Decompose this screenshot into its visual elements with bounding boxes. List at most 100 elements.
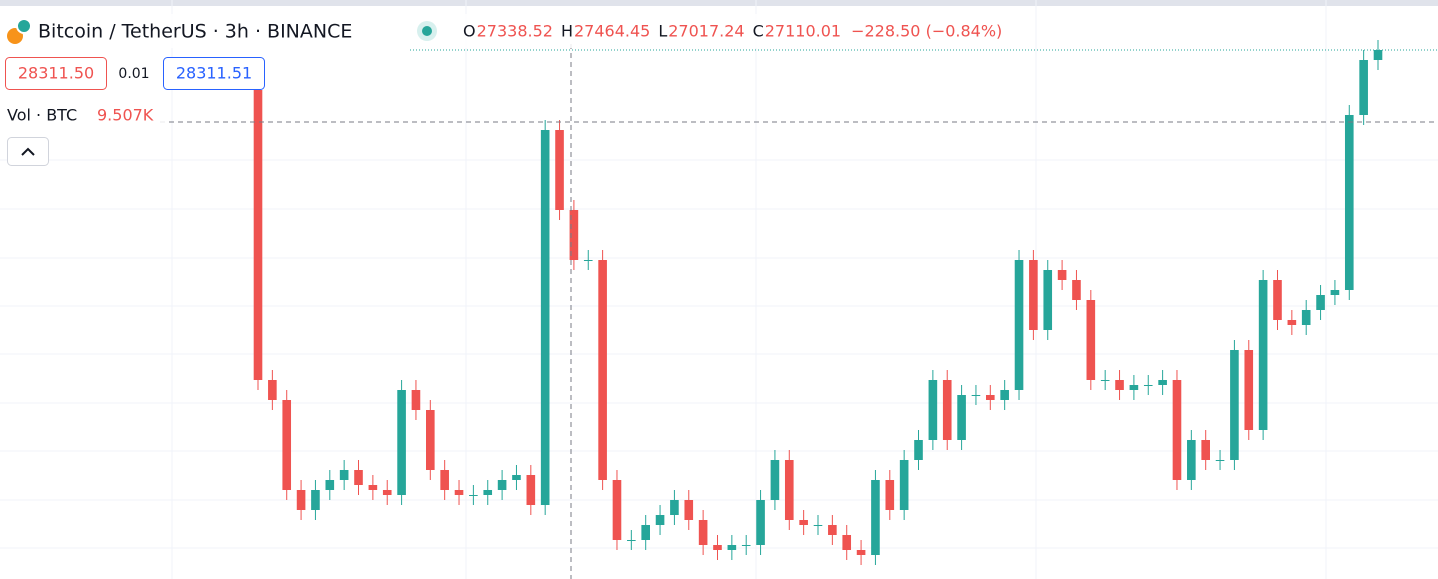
candle-body <box>670 500 679 515</box>
candle-body <box>1316 295 1325 310</box>
candle-body <box>526 475 536 505</box>
symbol-title[interactable]: Bitcoin / TetherUS · 3h · BINANCE <box>38 21 352 43</box>
candle-body <box>1172 380 1182 480</box>
candle-body <box>627 540 636 541</box>
candle-body <box>598 260 607 480</box>
candle-body <box>1373 50 1383 60</box>
candle-body <box>1129 385 1139 390</box>
candle-body <box>1029 260 1038 330</box>
ohlc-legend: O 27338.52 H 27464.45 L 27017.24 C 27110.01 <box>463 22 841 41</box>
candle-body <box>727 545 737 550</box>
volume-backdrop <box>0 104 168 128</box>
candle-body <box>1258 280 1268 430</box>
ohlc-label: H <box>561 22 573 41</box>
candle-body <box>1187 440 1196 480</box>
candle-body <box>799 520 808 525</box>
candle-body <box>928 380 938 440</box>
candle-body <box>713 545 722 550</box>
candle-body <box>1072 280 1081 300</box>
candle-body <box>339 470 349 480</box>
ohlc-value: 27338.52 <box>477 22 553 41</box>
ohlc-label: C <box>753 22 764 41</box>
candle-body <box>311 490 320 510</box>
candle-body <box>1201 440 1210 460</box>
buy-price[interactable]: 28311.51 <box>176 64 252 83</box>
candle-body <box>382 490 392 495</box>
candle-body <box>784 460 794 520</box>
coin-icon-badge <box>16 18 32 34</box>
candle-body <box>1086 300 1096 380</box>
candle-body <box>1330 290 1340 295</box>
spread: 0.01 <box>118 66 149 82</box>
candle-body <box>368 485 378 490</box>
candle-body <box>440 470 449 490</box>
sell-price[interactable]: 28311.50 <box>18 64 94 83</box>
candle-body <box>1359 60 1368 115</box>
candle-body <box>469 495 478 496</box>
ohlc-label: L <box>658 22 667 41</box>
volume-value: 9.507K <box>97 106 154 125</box>
candle-body <box>1158 380 1167 385</box>
candle-body <box>1215 460 1225 461</box>
candle-body <box>1057 270 1067 280</box>
candle-body <box>612 480 622 540</box>
candle-body <box>1344 115 1354 290</box>
legend-backdrop <box>0 14 1030 48</box>
buy-button[interactable] <box>163 57 265 90</box>
candle-body <box>1000 390 1009 400</box>
candle-body <box>957 395 966 440</box>
candle-body <box>655 515 665 525</box>
candle-body <box>426 410 435 470</box>
sell-button[interactable] <box>5 57 107 90</box>
candle-body <box>856 550 866 555</box>
candle-body <box>698 520 708 545</box>
candle-body <box>296 490 306 510</box>
candle-body <box>1115 380 1124 390</box>
candle-body <box>497 480 507 490</box>
candle-body <box>583 260 593 261</box>
candle-body <box>325 480 335 490</box>
candle-body <box>813 525 823 526</box>
candle-body <box>397 390 406 495</box>
candle-body <box>1230 350 1239 460</box>
candle-body <box>540 130 550 505</box>
candle-body <box>756 500 765 545</box>
candle-body <box>899 460 909 510</box>
candle-body <box>569 210 579 260</box>
candle-body <box>1244 350 1254 430</box>
candle-body <box>354 470 363 485</box>
candle-body <box>1043 270 1053 330</box>
ohlc-value: 27464.45 <box>574 22 650 41</box>
candle-body <box>1100 380 1110 381</box>
candles <box>253 40 1383 565</box>
candle-body <box>971 395 981 396</box>
candle-body <box>741 545 751 546</box>
change-value: −228.50 (−0.84%) <box>851 22 1002 41</box>
collapse-button[interactable] <box>7 137 49 166</box>
status-dot <box>422 26 432 36</box>
candle-body <box>512 475 521 480</box>
candle-body <box>268 380 277 400</box>
candle-body <box>942 380 952 440</box>
candle-body <box>253 90 263 380</box>
ohlc-label: O <box>463 22 476 41</box>
candle-body <box>411 390 421 410</box>
candle-body <box>684 500 694 520</box>
candle-body <box>828 525 837 535</box>
ohlc-value: 27110.01 <box>765 22 841 41</box>
candle-body <box>986 395 995 400</box>
candle-body <box>641 525 650 540</box>
collapse-chevron <box>21 147 35 156</box>
volume-label: Vol · BTC <box>7 106 77 125</box>
candle-body <box>842 535 852 550</box>
candle-body <box>454 490 464 495</box>
candle-body <box>770 460 780 500</box>
candle-body <box>483 490 493 495</box>
candle-body <box>871 480 880 555</box>
candle-body <box>1301 310 1311 325</box>
candle-body <box>1143 385 1153 386</box>
candle-body <box>555 130 564 210</box>
candle-body <box>282 400 292 490</box>
